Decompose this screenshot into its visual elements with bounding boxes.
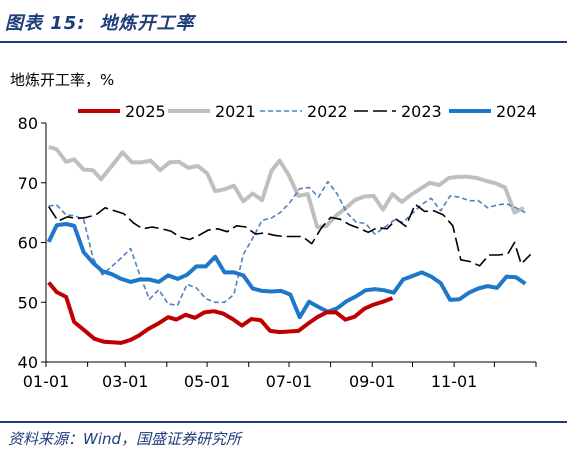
figure-title-text: 地炼开工率	[99, 13, 195, 34]
x-tick-label: 11-01	[431, 372, 478, 391]
series-line-2022	[48, 180, 526, 306]
series-line-2023	[48, 203, 532, 267]
legend: 2025 2021 2022 2023 2024	[78, 102, 537, 121]
series-line-2025	[47, 281, 394, 345]
x-tick-label: 07-01	[266, 372, 313, 391]
y-axis-label: 地炼开工率，%	[10, 71, 114, 89]
y-tick-label: 60	[18, 234, 38, 253]
series-group	[46, 144, 532, 345]
source-note: 资料来源：Wind，国盛证券研究所	[8, 430, 242, 448]
figure-label: 图表 15:	[5, 13, 86, 34]
legend-label-2021: 2021	[215, 102, 256, 121]
x-tick-label: 01-01	[23, 372, 70, 391]
figure-title: 图表 15: 地炼开工率	[5, 9, 195, 35]
legend-label-2023: 2023	[401, 102, 442, 121]
y-tick-label: 70	[18, 174, 38, 193]
y-tick-label: 80	[18, 114, 38, 133]
x-tick-label: 05-01	[184, 372, 231, 391]
series-line-2024	[46, 222, 527, 320]
legend-label-2025: 2025	[125, 102, 166, 121]
legend-label-2022: 2022	[307, 102, 348, 121]
figure-header: 图表 15: 地炼开工率	[0, 0, 567, 42]
y-tick-label: 40	[18, 353, 38, 372]
series-line-2021	[48, 144, 525, 229]
legend-label-2024: 2024	[496, 102, 537, 121]
y-tick-label: 50	[18, 293, 38, 312]
footer-rule	[0, 421, 567, 423]
axes: 40 50 60 70 80 01-01 03-01 05-01 07-01 09-01 11-01	[18, 114, 537, 391]
x-tick-label: 03-01	[102, 372, 149, 391]
header-rule	[0, 41, 567, 43]
x-tick-label: 09-01	[349, 372, 396, 391]
